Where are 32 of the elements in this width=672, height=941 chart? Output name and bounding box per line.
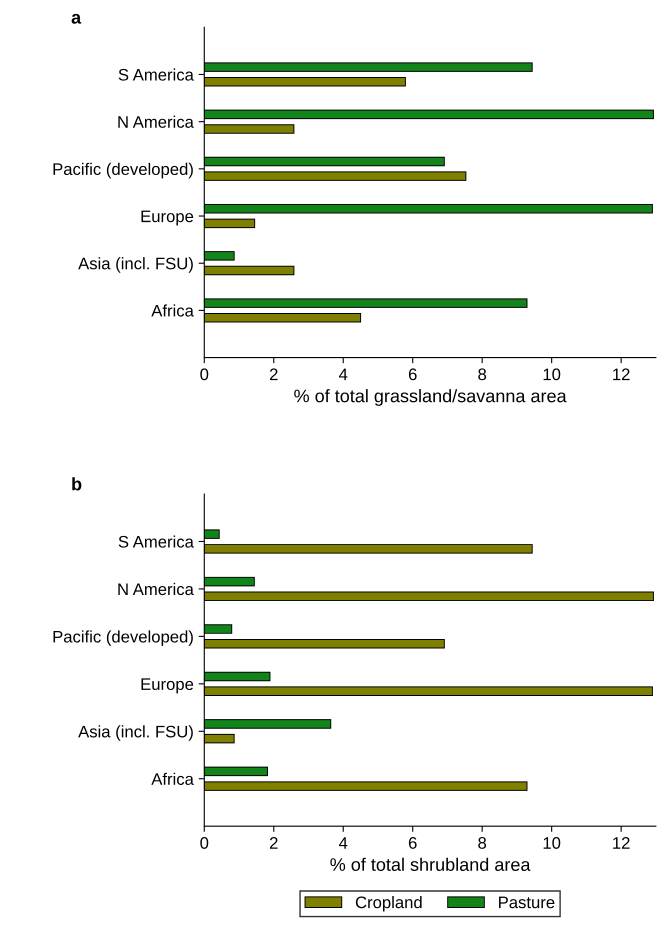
x-tick-label: 8 [478, 837, 486, 849]
legend-label: Cropland [356, 896, 422, 912]
y-tick-label: Africa [151, 772, 194, 785]
y-tick-label: S America [118, 535, 194, 548]
x-axis-title: % of total shrubland area [330, 858, 530, 871]
y-tick-label: Pacific (developed) [54, 630, 193, 646]
x-tick-label: 2 [270, 837, 278, 849]
x-tick-label: 6 [408, 837, 417, 849]
y-tick-label: N America [118, 582, 194, 596]
y-tick-label: Europe [142, 210, 194, 226]
y-tick-label: Asia (incl. FSU) [78, 257, 193, 273]
x-tick-label: 4 [338, 368, 348, 380]
chart-title: b [72, 477, 82, 490]
x-tick-label: 0 [200, 837, 208, 849]
y-tick-label: S America [118, 68, 194, 81]
y-tick-label: N America [118, 116, 194, 128]
x-tick-label: 6 [408, 368, 417, 380]
x-tick-label: 12 [613, 837, 630, 849]
x-tick-label: 0 [200, 368, 208, 380]
y-tick-label: Pacific (developed) [54, 162, 193, 178]
x-tick-label: 4 [338, 837, 348, 849]
y-tick-label: Europe [142, 678, 194, 694]
x-tick-label: 2 [270, 368, 278, 380]
x-tick-label: 8 [478, 368, 486, 380]
x-tick-label: 10 [544, 368, 560, 380]
chart-title: a [72, 14, 82, 24]
x-tick-label: 12 [613, 368, 630, 380]
x-axis-title: % of total grassland/savanna area [294, 389, 567, 406]
y-tick-label: Asia (incl. FSU) [78, 725, 193, 741]
y-tick-label: Africa [151, 304, 194, 317]
legend-label: Pasture [499, 896, 554, 908]
x-tick-label: 10 [544, 837, 560, 849]
